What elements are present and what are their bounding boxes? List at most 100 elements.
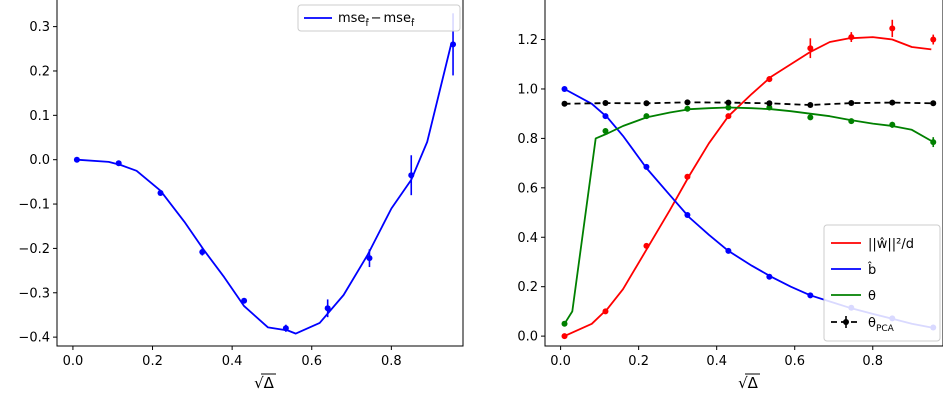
legend-label-part: θ bbox=[868, 289, 876, 304]
x-tick-label: 0.0 bbox=[63, 354, 84, 369]
series-0-data-point bbox=[450, 41, 457, 48]
series-0-data-point bbox=[408, 172, 415, 179]
series-0-data-point bbox=[115, 160, 122, 167]
series-0-data-point bbox=[766, 76, 773, 83]
series-1-data-point bbox=[766, 273, 773, 280]
y-tick-label: −0.2 bbox=[18, 242, 50, 257]
series-2-data-point bbox=[684, 105, 691, 112]
series-0-data-point bbox=[241, 297, 248, 304]
series-3-line bbox=[564, 101, 934, 106]
series-3-data-point bbox=[643, 100, 650, 107]
series-0-data-point bbox=[643, 242, 650, 249]
series-0-data-point bbox=[930, 36, 937, 43]
series-0-data-point bbox=[684, 173, 691, 180]
y-tick-label: 0.1 bbox=[29, 109, 50, 124]
series-2-data-point bbox=[766, 104, 773, 111]
series-2-data-point bbox=[807, 114, 814, 121]
legend-operator: − bbox=[371, 11, 382, 26]
x-tick-label: 0.4 bbox=[706, 354, 727, 369]
series-0-data-point bbox=[199, 248, 206, 255]
y-tick-label: −0.4 bbox=[18, 331, 50, 346]
series-0-data-point bbox=[602, 308, 609, 315]
series-2-data-point bbox=[889, 121, 896, 128]
y-tick-label: 0.8 bbox=[517, 132, 538, 147]
series-0-data-point bbox=[324, 305, 331, 312]
series-0-data-point bbox=[157, 189, 164, 196]
x-tick-label: 0.6 bbox=[784, 354, 805, 369]
series-2-data-point bbox=[602, 127, 609, 134]
series-0-data-point bbox=[282, 325, 289, 332]
y-tick-label: 0.3 bbox=[29, 20, 50, 35]
series-3-data-point bbox=[725, 99, 732, 106]
x-tick-label: 0.4 bbox=[222, 354, 243, 369]
series-0-data-point bbox=[848, 34, 855, 41]
legend: msef̂ − msef̂ bbox=[297, 4, 461, 32]
y-tick-label: 1.0 bbox=[517, 82, 538, 97]
y-tick-label: −0.1 bbox=[18, 198, 50, 213]
series-3-data-point bbox=[602, 100, 609, 107]
legend-frame bbox=[823, 224, 941, 342]
series-0-data-point bbox=[725, 113, 732, 120]
y-tick-label: 0.4 bbox=[517, 231, 538, 246]
legend-label-3: θPCA bbox=[868, 316, 895, 334]
x-tick-label: 0.8 bbox=[381, 354, 402, 369]
legend-label-part: θ bbox=[868, 316, 876, 331]
x-tick-label: 0.0 bbox=[550, 354, 571, 369]
x-axis-label: √Δ bbox=[738, 374, 759, 392]
series-3-data-point bbox=[561, 100, 568, 107]
x-tick-label: 0.8 bbox=[862, 354, 883, 369]
legend-label-part: b̂ bbox=[867, 263, 876, 278]
plot-frame bbox=[56, 0, 464, 347]
x-tick-label: 0.2 bbox=[142, 354, 163, 369]
series-0-data-point bbox=[73, 156, 80, 163]
y-tick-label: 0.6 bbox=[517, 181, 538, 196]
series-3-data-point bbox=[848, 100, 855, 107]
right-chart-panel: 0.0 0.2 0.4 0.6 0.8 0.0 0.2 0.4 0.6 0.8 1.0 1.2 √Δ ||… bbox=[517, 0, 943, 392]
series-2-line bbox=[563, 106, 932, 325]
series-3-data-point bbox=[684, 99, 691, 106]
legend-label-0: ||ŵ||²/d bbox=[868, 237, 914, 252]
series-1-data-point bbox=[684, 212, 691, 219]
series-0-line bbox=[76, 44, 452, 335]
legend-frame bbox=[297, 4, 461, 32]
plot-area bbox=[73, 13, 457, 335]
series-0-data-point bbox=[889, 25, 896, 32]
series-1-data-point bbox=[807, 292, 814, 299]
series-2-data-point bbox=[725, 104, 732, 111]
y-tick-label: 0.2 bbox=[517, 280, 538, 295]
series-2-data-point bbox=[848, 118, 855, 125]
series-0-data-point bbox=[807, 45, 814, 52]
legend-subscript: f̂ bbox=[365, 17, 369, 29]
series-3-data-point bbox=[807, 102, 814, 109]
legend-label-part: ||ŵ||²/d bbox=[868, 237, 914, 252]
left-chart-panel: 0.0 0.2 0.4 0.6 0.8−0.4−0.3−0.2−0.10.00.10.2… bbox=[18, 0, 464, 392]
series-1-data-point bbox=[561, 85, 568, 92]
series-1-data-point bbox=[725, 247, 732, 254]
x-axis-label: √Δ bbox=[254, 374, 275, 392]
series-2-data-point bbox=[561, 320, 568, 327]
series-3-data-point bbox=[766, 100, 773, 107]
series-1-data-point bbox=[643, 163, 650, 170]
series-1-data-point bbox=[602, 113, 609, 120]
x-tick-label: 0.6 bbox=[301, 354, 322, 369]
x-tick-label: 0.2 bbox=[628, 354, 649, 369]
legend-subscript: PCA bbox=[876, 324, 895, 334]
y-tick-label: 1.2 bbox=[517, 33, 538, 48]
y-tick-label: 0.0 bbox=[517, 330, 538, 345]
legend-label: msef̂ − msef̂ bbox=[338, 11, 415, 29]
series-3-data-point bbox=[889, 99, 896, 106]
series-3-data-point bbox=[930, 100, 937, 107]
y-tick-label: −0.3 bbox=[18, 286, 50, 301]
legend-label-2: θ bbox=[868, 289, 876, 304]
series-0-line bbox=[564, 36, 932, 337]
series-2-data-point bbox=[643, 113, 650, 120]
legend-label-part: mse bbox=[384, 11, 411, 26]
legend-subscript: f̂ bbox=[411, 17, 415, 29]
series-0-data-point bbox=[561, 333, 568, 340]
plot-frame bbox=[544, 0, 943, 347]
series-2-data-point bbox=[930, 139, 937, 146]
y-tick-label: 0.0 bbox=[29, 153, 50, 168]
